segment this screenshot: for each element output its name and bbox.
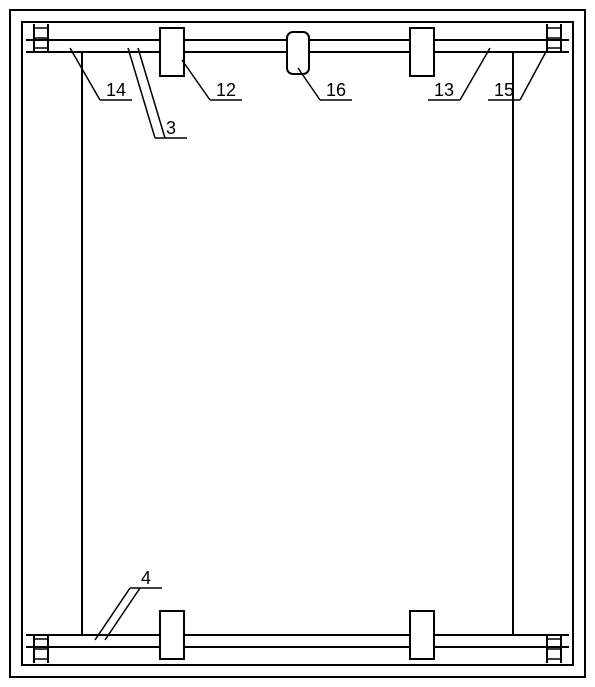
label-13: 13 (434, 80, 454, 100)
label-3: 3 (166, 118, 176, 138)
label-16: 16 (326, 80, 346, 100)
label-15: 15 (494, 80, 514, 100)
schematic-diagram: 14 3 12 16 13 15 4 (0, 0, 595, 687)
label-14: 14 (106, 80, 126, 100)
label-4: 4 (141, 568, 151, 588)
label-12: 12 (216, 80, 236, 100)
